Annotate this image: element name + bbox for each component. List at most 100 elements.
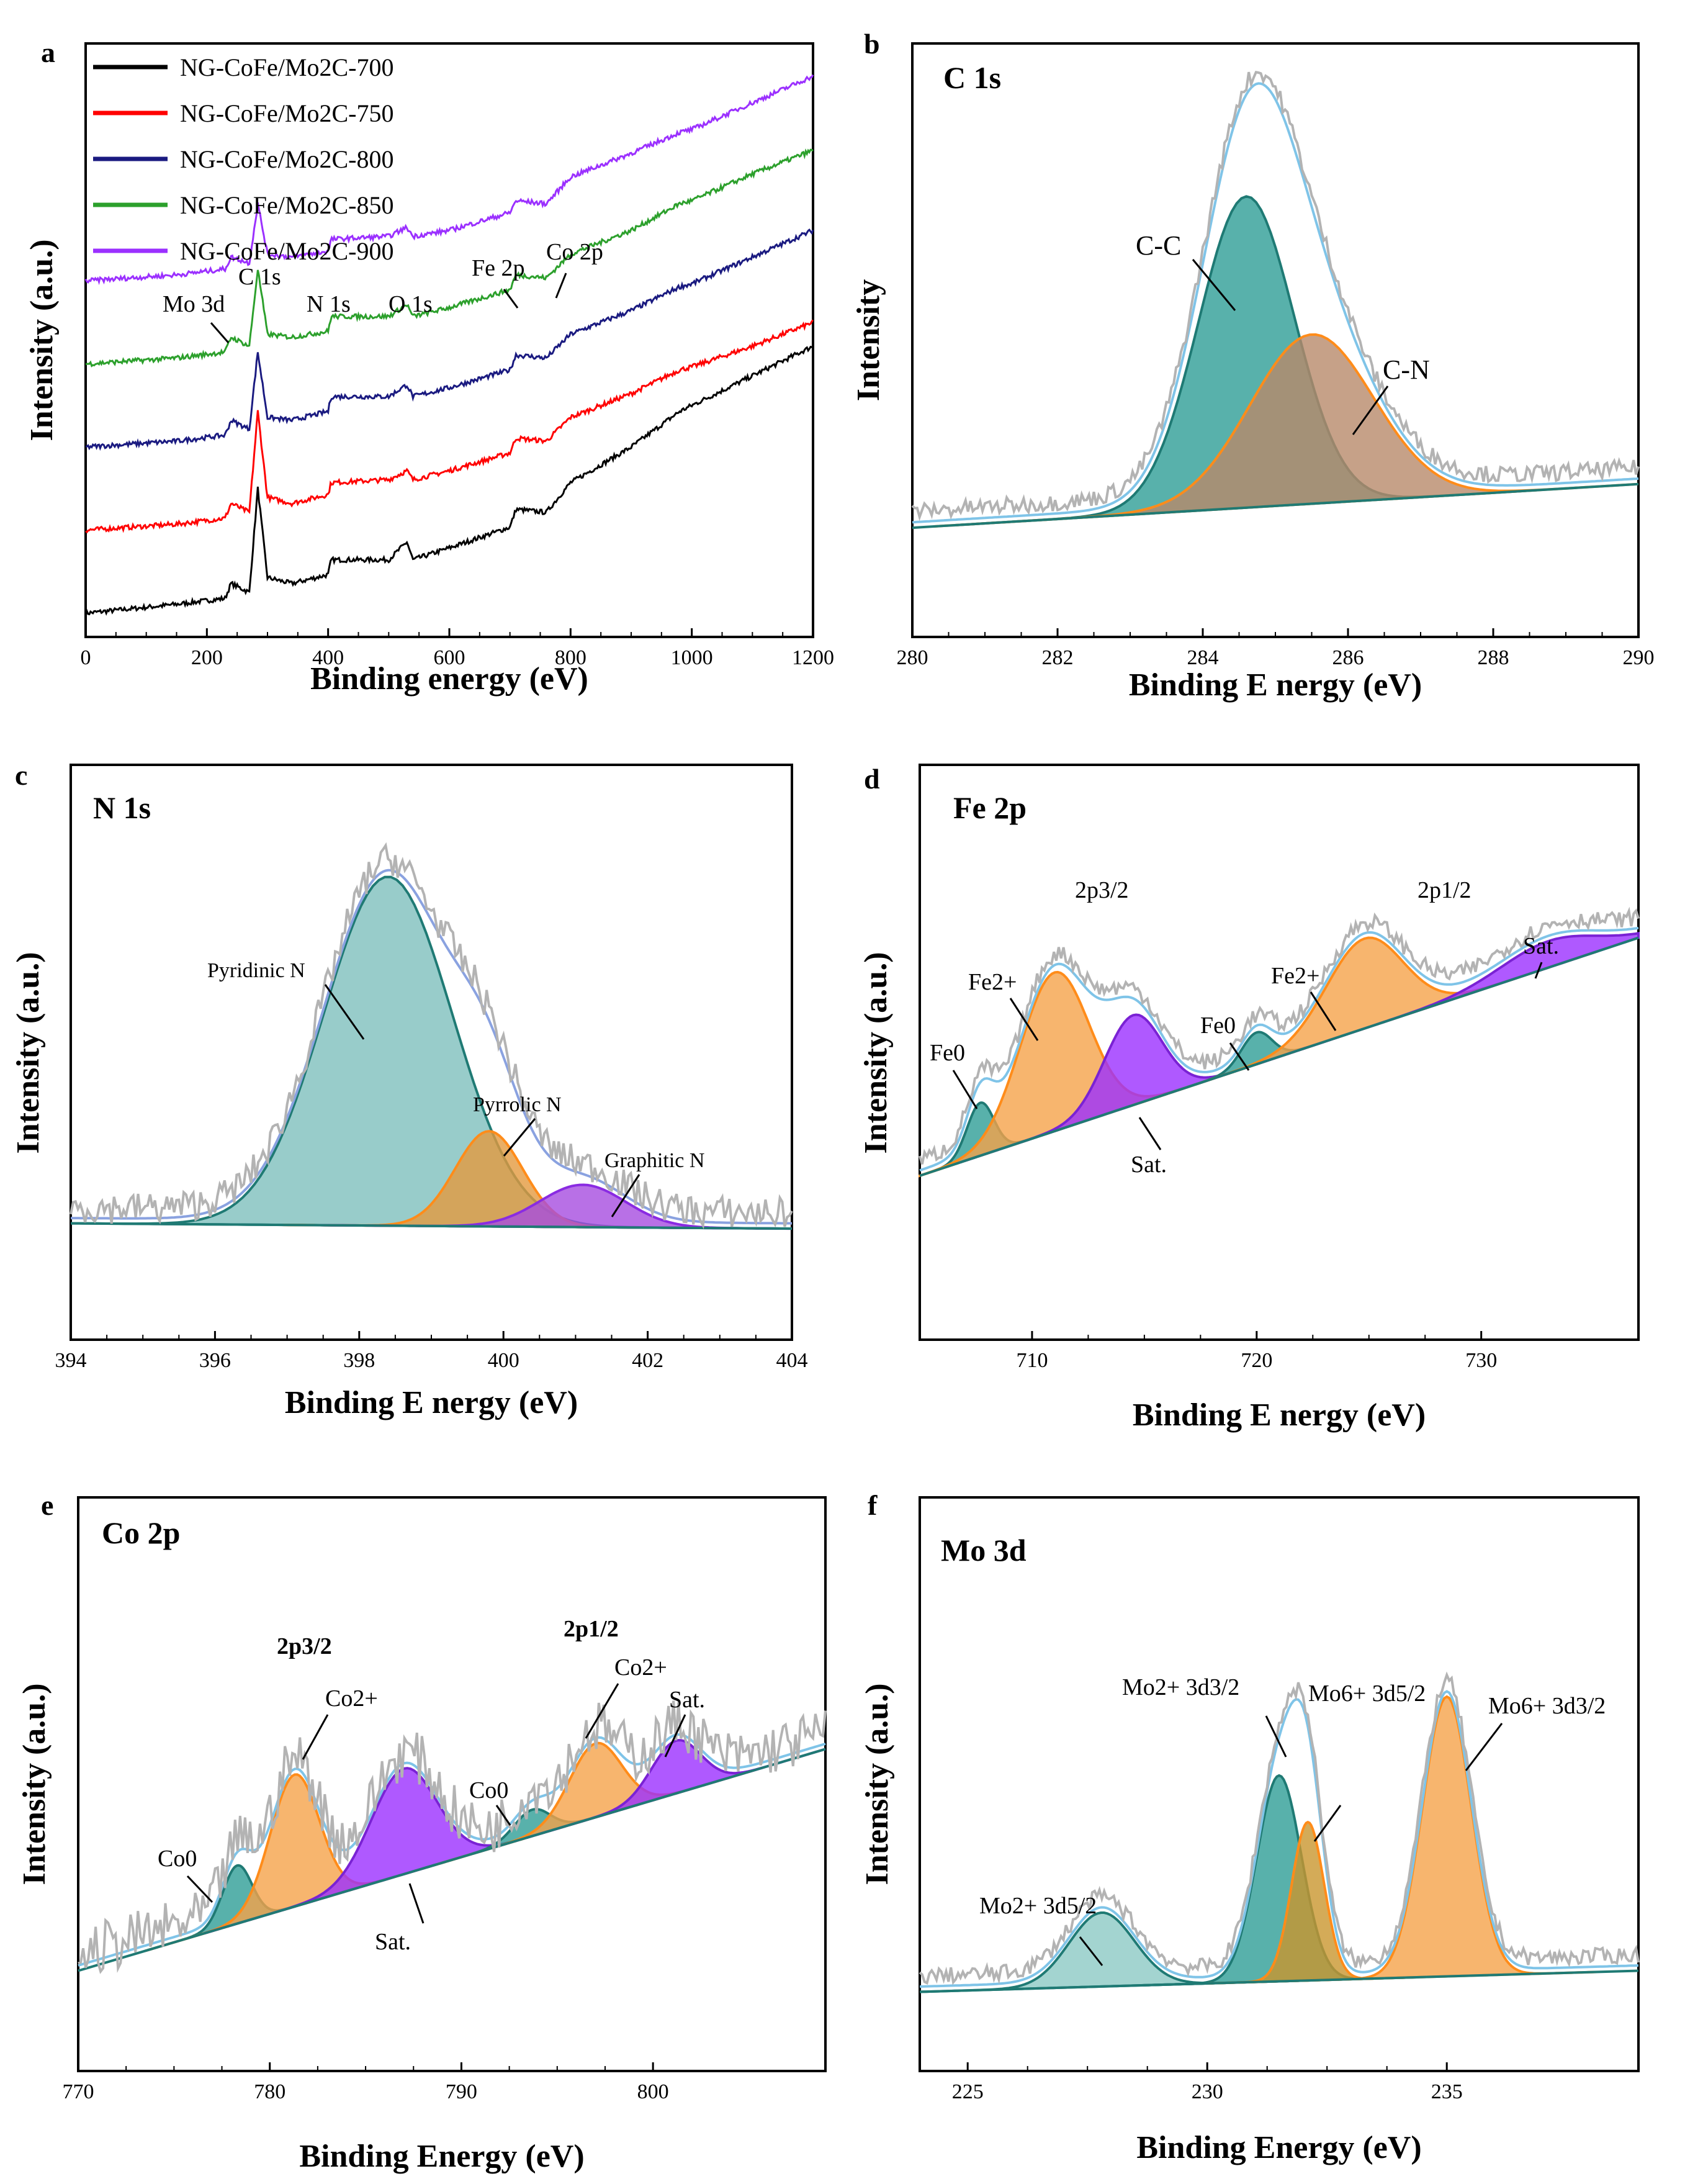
peak-arrow-sat-b <box>664 1714 686 1758</box>
peak-arrow-fe2-b <box>1310 991 1337 1031</box>
peak-label-fe0-a: Fe0 <box>930 1040 965 1066</box>
panel-a-plot <box>84 74 814 616</box>
x-tick-label: 286 <box>1332 646 1364 669</box>
panel-b-plot <box>911 71 1640 530</box>
x-tick-label: 770 <box>63 2080 94 2103</box>
panel-d-letter: d <box>864 763 880 795</box>
fit-baseline <box>919 1969 1639 1993</box>
raw-spectrum <box>911 71 1640 521</box>
x-tick-label: 790 <box>446 2080 477 2103</box>
x-tick-label: 404 <box>776 1349 808 1372</box>
peak-label-pyrrolic: Pyrrolic N <box>473 1093 562 1116</box>
peak-arrow-sat-a <box>1138 1117 1162 1150</box>
peak-arrow-c-c <box>1192 259 1236 311</box>
x-tick-label: 230 <box>1192 2080 1223 2103</box>
peak-label-mo6-32: Mo6+ 3d3/2 <box>1488 1693 1606 1719</box>
panel-d-frame <box>919 764 1640 1341</box>
annot-mo3d: Mo 3d <box>163 291 225 317</box>
panel-d-ticks: 710 720 730 <box>1016 1331 1497 1372</box>
peak-arrow-co0-b <box>495 1805 511 1826</box>
legend-label-850: NG-CoFe/Mo2C-850 <box>180 191 393 219</box>
peak-label-fe2-b: Fe2+ <box>1271 963 1319 989</box>
x-tick-label: 288 <box>1478 646 1509 669</box>
peak-label-pyridinic: Pyridinic N <box>207 959 305 982</box>
peak-arrow-fe0-a <box>952 1070 978 1109</box>
panel-d-title: Fe 2p <box>953 790 1027 825</box>
x-tick-label: 720 <box>1241 1349 1272 1372</box>
peak-label-c-n: C-N <box>1383 354 1430 385</box>
panel-e-ylabel: Intensity (a.u.) <box>17 1683 52 1885</box>
panel-a: a 0 200 400 600 800 1000 1200 Binding energy (… <box>24 37 834 697</box>
peak-label-mo2-52: Mo2+ 3d5/2 <box>979 1893 1097 1919</box>
panel-f-frame <box>919 1496 1640 2072</box>
series-line-0 <box>84 345 814 616</box>
region-label-2p12: 2p1/2 <box>1418 877 1472 903</box>
panel-f-ticks: 225 230 235 <box>952 2062 1463 2103</box>
legend-label-750: NG-CoFe/Mo2C-750 <box>180 99 393 127</box>
peak-label-fe0-b: Fe0 <box>1200 1013 1236 1039</box>
x-tick-label: 0 <box>81 646 91 669</box>
fit-envelope <box>919 926 1639 1172</box>
annot-co2p-arrow <box>555 273 567 299</box>
peak-arrow-pyrrolic <box>503 1118 536 1157</box>
fit-envelope <box>71 869 793 1225</box>
x-tick-label: 398 <box>343 1349 375 1372</box>
panel-a-letter: a <box>41 37 55 68</box>
panel-f-ylabel: Intensity (a.u.) <box>860 1683 895 1885</box>
peak-arrow-sat-b <box>1534 962 1543 979</box>
panel-a-ticks: 0 200 400 600 800 1000 1200 <box>81 628 834 669</box>
panel-d: d Fe 2p 710 720 730 Binding E nergy (eV) I… <box>858 763 1640 1433</box>
x-tick-label: 400 <box>488 1349 519 1372</box>
panel-c-xlabel: Binding E nergy (eV) <box>285 1385 578 1420</box>
fit-baseline <box>78 1748 826 1972</box>
x-tick-label: 235 <box>1431 2080 1463 2103</box>
panel-c-ylabel: Intensity (a.u.) <box>11 952 46 1153</box>
legend-label-800: NG-CoFe/Mo2C-800 <box>180 145 393 173</box>
panel-a-legend: NG-CoFe/Mo2C-700 NG-CoFe/Mo2C-750 NG-CoF… <box>93 53 393 265</box>
annot-co2p: Co 2p <box>546 239 603 265</box>
series-line-2 <box>85 228 814 451</box>
peak-arrow-mo6-32 <box>1465 1723 1503 1771</box>
panel-b-xlabel: Binding E nergy (eV) <box>1129 667 1422 703</box>
peak-arrow-fe2-a <box>1009 998 1039 1041</box>
panel-d-ylabel: Intensity (a.u.) <box>858 952 894 1153</box>
x-tick-label: 280 <box>897 646 928 669</box>
panel-c-title: N 1s <box>93 790 151 825</box>
x-tick-label: 396 <box>199 1349 231 1372</box>
panel-d-plot <box>919 906 1640 1178</box>
peak-arrow-co2-a <box>302 1714 329 1760</box>
annot-o1s: O 1s <box>389 291 433 317</box>
x-tick-label: 710 <box>1016 1349 1048 1372</box>
panel-c: c N 1s 394 396 398 400 402 404 Binding E nerg… <box>11 759 808 1420</box>
peak-arrow-fe0-b <box>1229 1042 1250 1071</box>
x-tick-label: 780 <box>254 2080 285 2103</box>
peak-label-sat-b: Sat. <box>669 1687 705 1713</box>
x-tick-label: 800 <box>637 2080 669 2103</box>
x-tick-label: 1000 <box>671 646 713 669</box>
peak-label-sat-a: Sat. <box>375 1929 411 1955</box>
panel-e-title: Co 2p <box>102 1515 180 1550</box>
x-tick-label: 200 <box>191 646 223 669</box>
fit-envelope <box>912 82 1639 524</box>
x-tick-label: 730 <box>1465 1349 1497 1372</box>
fit-baseline <box>919 936 1639 1177</box>
region-label-2p32: 2p3/2 <box>277 1633 332 1659</box>
peak-arrow-co0-a <box>186 1875 213 1903</box>
annot-n1s: N 1s <box>307 291 351 317</box>
panel-e: e Co 2p 770 780 790 800 Binding Energy (eV)… <box>17 1489 827 2174</box>
peak-label-sat-a: Sat. <box>1131 1152 1167 1178</box>
region-label-2p12: 2p1/2 <box>564 1616 619 1642</box>
panel-e-ticks: 770 780 790 800 <box>63 2062 669 2103</box>
peak-arrow-co2-b <box>585 1683 619 1739</box>
series-line-3 <box>85 148 814 368</box>
peak-arrow-c-n <box>1352 386 1389 435</box>
panel-e-frame <box>77 1496 827 2072</box>
peak-label-sat-b: Sat. <box>1523 933 1559 959</box>
raw-spectrum <box>78 1700 827 1974</box>
legend-label-700: NG-CoFe/Mo2C-700 <box>180 53 393 81</box>
series-line-1 <box>85 319 814 534</box>
region-label-2p32: 2p3/2 <box>1075 877 1129 903</box>
fit-envelope <box>919 1690 1639 1988</box>
panel-f-plot <box>919 1671 1640 1993</box>
